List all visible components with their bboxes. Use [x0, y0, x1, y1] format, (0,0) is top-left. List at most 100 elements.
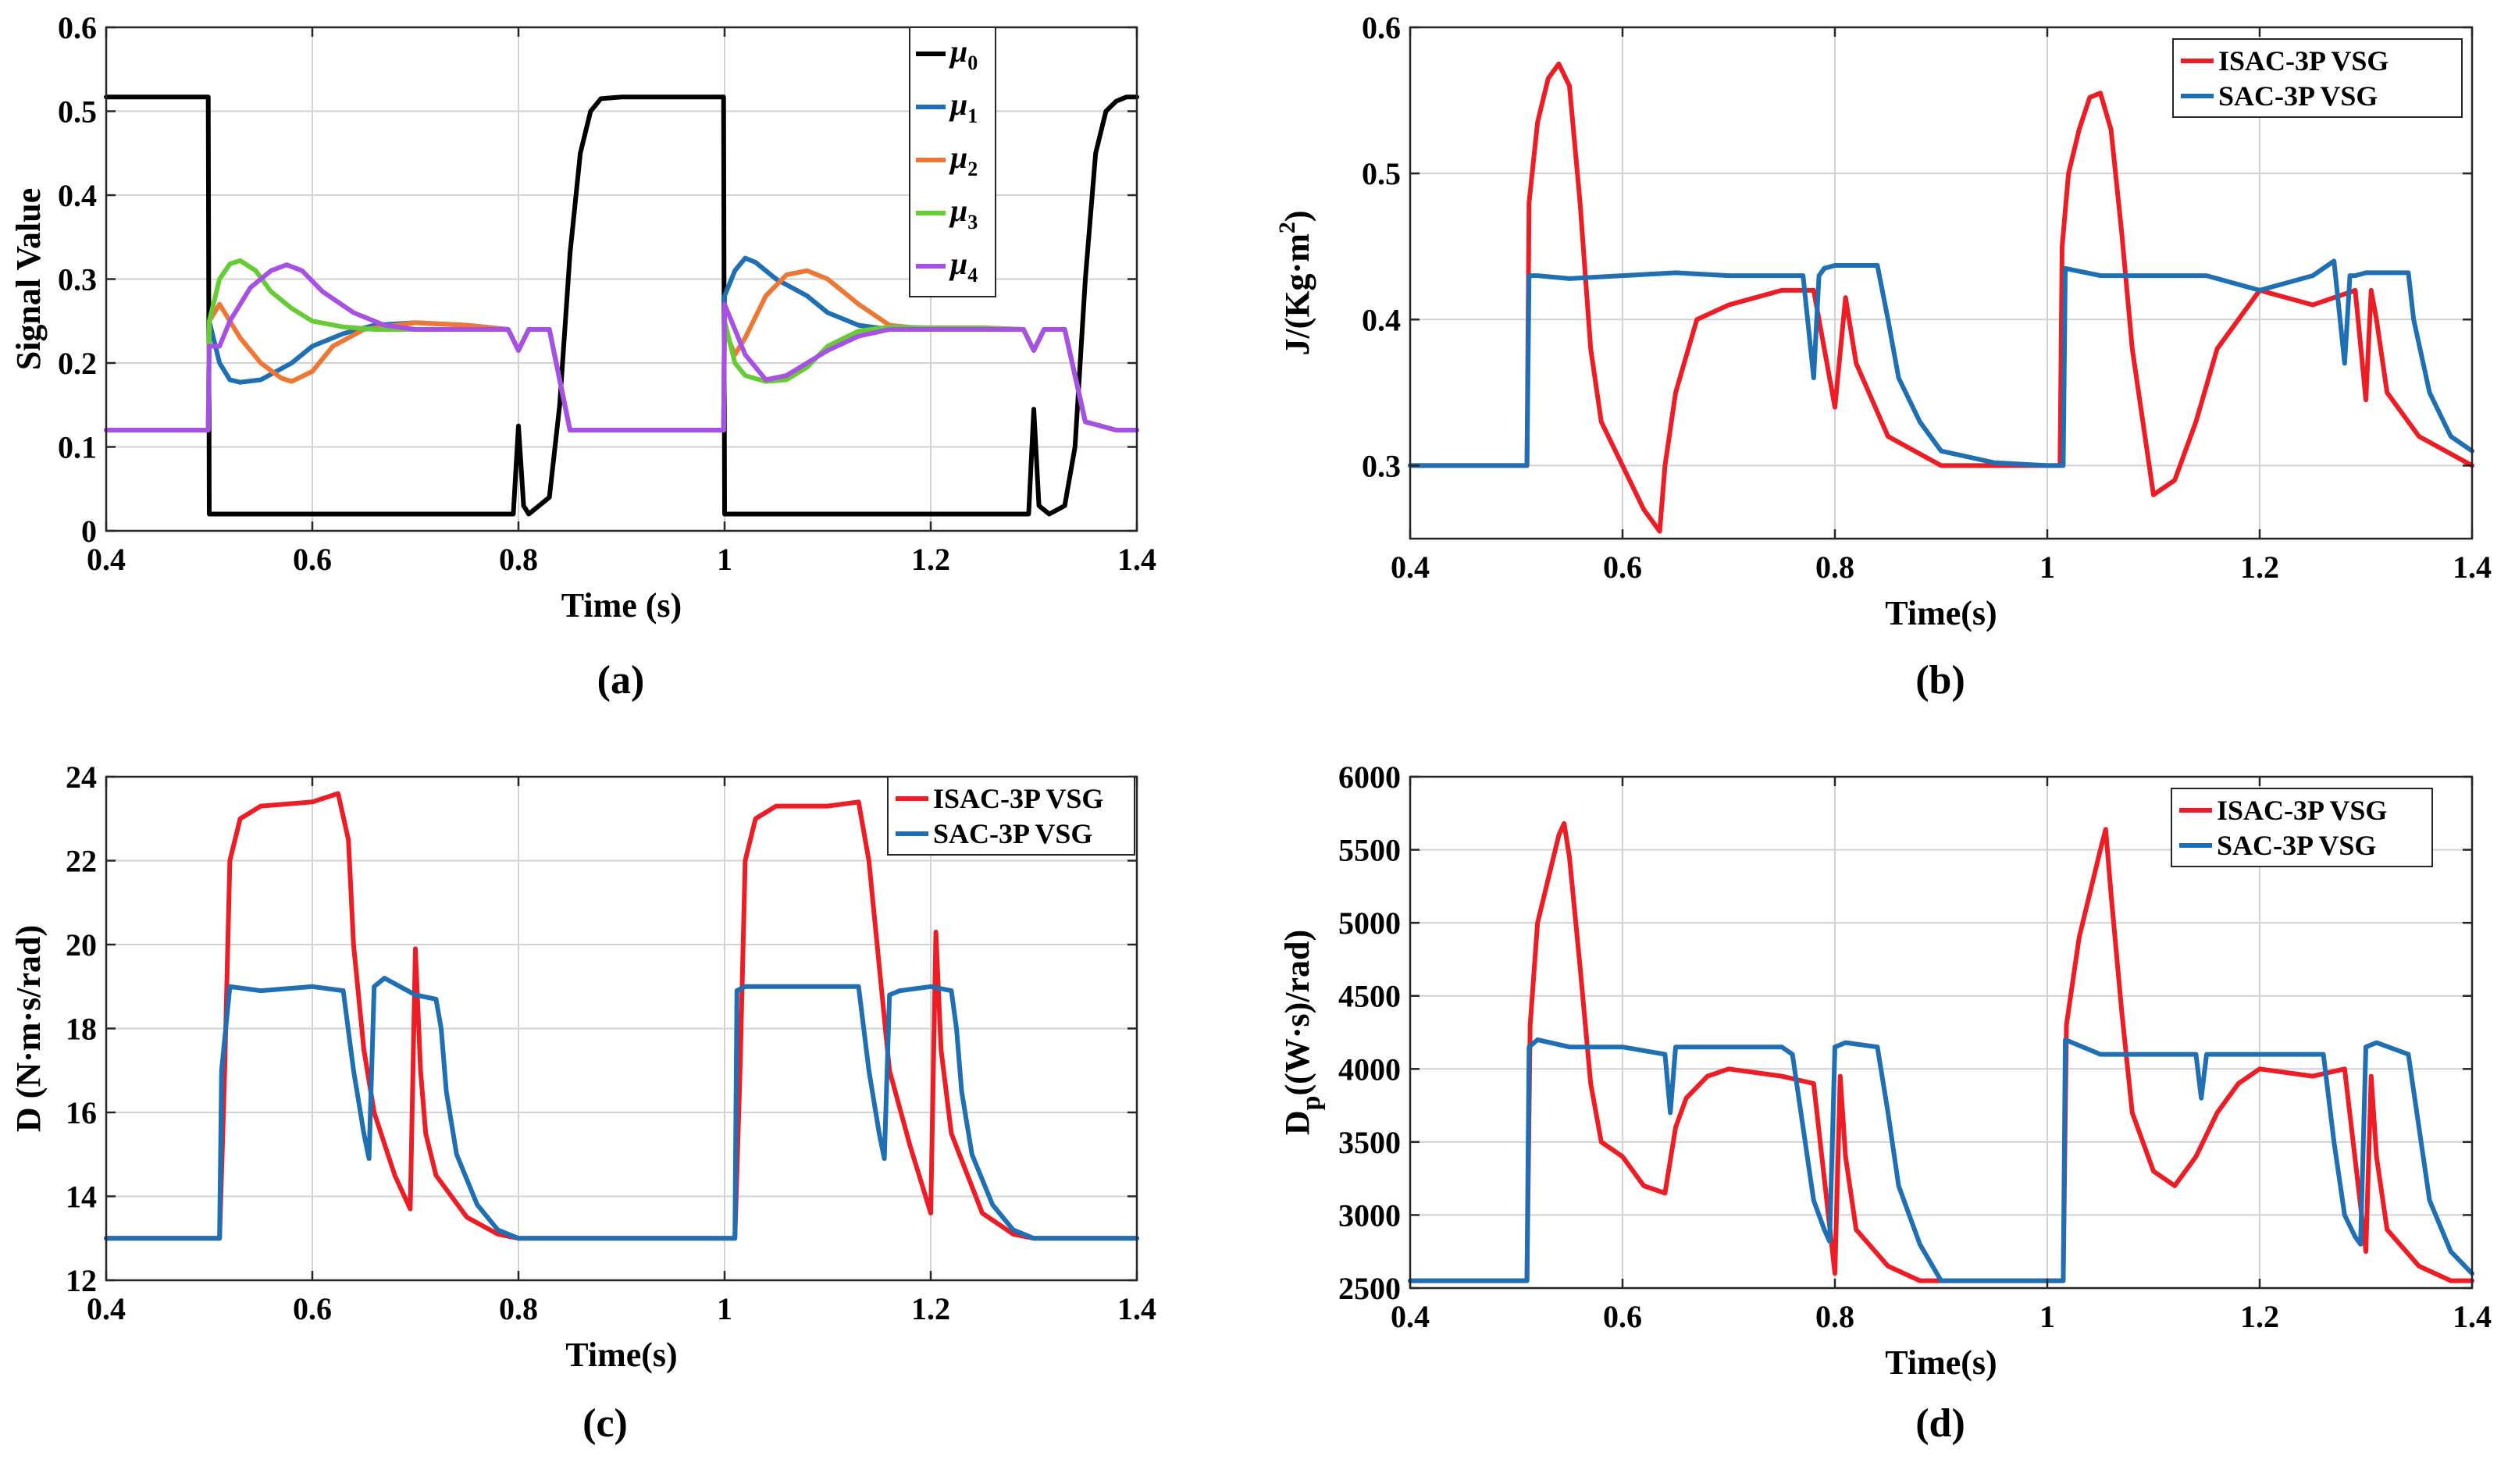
y-tick-label: 0.2	[58, 346, 97, 381]
legend-entry: μ3	[949, 193, 978, 233]
legend-subscript: 2	[967, 158, 978, 180]
legend-subscript: 4	[967, 264, 978, 286]
legend-symbol: μ	[949, 193, 967, 228]
y-tick-label: 14	[66, 1180, 97, 1215]
x-tick-label: 1.4	[1117, 1291, 1156, 1326]
x-tick-label: 1	[717, 542, 732, 577]
series-line-isac-3p	[1408, 820, 2474, 1283]
y-axis-label: Dp((W·s)/rad)	[1278, 930, 1326, 1135]
x-tick-label: 0.8	[1815, 550, 1854, 585]
y-tick-label: 0.3	[1362, 448, 1401, 483]
x-axis-label: Time (s)	[561, 586, 682, 625]
y-tick-label: 0.4	[58, 178, 97, 213]
legend-box	[2172, 38, 2463, 118]
chart-a: 0.4 0.6 0.8 1 1.2 1.4 0 0.1 0.2 0.3 0.4 0.5 0.6 Time …	[9, 10, 1156, 703]
y-axis-label-superscript: 2	[1274, 222, 1300, 233]
y-tick-label: 0.3	[58, 262, 97, 297]
y-tick-label: 0	[81, 514, 97, 549]
x-tick-label: 0.8	[499, 542, 538, 577]
legend-entry: μ2	[949, 140, 978, 180]
x-tick-label: 0.8	[1815, 1299, 1854, 1334]
x-axis-label: Time(s)	[565, 1336, 677, 1374]
y-tick-label: 0.6	[1362, 10, 1401, 45]
x-tick-label: 1.2	[2240, 550, 2279, 585]
legend-entry: SAC-3P VSG	[933, 818, 1092, 849]
chart-d: 0.4 0.6 0.8 1 1.2 1.4 2500 3000 3500 4000 4500 5000…	[1278, 760, 2492, 1446]
x-tick-label: 0.4	[87, 542, 126, 577]
panel-caption: (b)	[1915, 658, 1965, 703]
x-tick-label: 0.6	[293, 542, 332, 577]
x-tick-label: 1.2	[911, 542, 950, 577]
legend-entry: ISAC-3P VSG	[2217, 795, 2387, 826]
x-tick-label: 1	[717, 1291, 732, 1326]
x-tick-label: 0.6	[1603, 1299, 1642, 1334]
y-axis-label: D (N·m·s/rad)	[9, 925, 48, 1132]
x-tick-label: 1.2	[911, 1291, 950, 1326]
panel-caption: (c)	[582, 1401, 628, 1446]
legend: ISAC-3P VSG SAC-3P VSG	[2171, 788, 2433, 867]
series-line-sac-3p	[104, 976, 1139, 1241]
x-axis-label: Time(s)	[1885, 1343, 1997, 1382]
legend-entry: SAC-3P VSG	[2217, 830, 2376, 861]
y-tick-label: 6000	[1338, 760, 1401, 795]
y-tick-label: 24	[66, 760, 97, 795]
legend-symbol: μ	[949, 246, 967, 281]
series-line-sac-3p	[1408, 258, 2474, 468]
x-tick-label: 0.6	[293, 1291, 332, 1326]
y-tick-label: 20	[66, 927, 97, 963]
y-tick-label: 18	[66, 1012, 97, 1047]
x-tick-label: 0.4	[1391, 550, 1430, 585]
y-tick-label: 0.5	[58, 94, 97, 130]
panel-caption: (a)	[597, 658, 645, 703]
y-axis-label-main: J/(Kg·m	[1278, 233, 1316, 355]
x-tick-label: 0.8	[499, 1291, 538, 1326]
chart-b: 0.4 0.6 0.8 1 1.2 1.4 0.3 0.4 0.5 0.6 Time(s) J/(Kg…	[1274, 10, 2492, 703]
y-axis-label-tail: ((W·s)/rad)	[1278, 930, 1316, 1096]
x-tick-label: 1.4	[1117, 542, 1156, 577]
chart-c: 0.4 0.6 0.8 1 1.2 1.4 12 14 16 18 20 22 24 Time(s) D (…	[9, 760, 1156, 1446]
y-axis-label-tail: )	[1278, 210, 1316, 222]
series-line-sac-3p	[1408, 1037, 2474, 1283]
y-tick-label: 0.4	[1362, 302, 1401, 337]
y-tick-label: 0.6	[58, 10, 97, 45]
axes-frame	[1409, 775, 2474, 1290]
y-tick-label: 12	[66, 1263, 97, 1298]
x-tick-label: 1	[2039, 550, 2055, 585]
legend-symbol: μ	[949, 140, 967, 175]
legend-entry: μ1	[949, 87, 978, 127]
y-tick-label: 4500	[1338, 979, 1401, 1014]
legend-subscript: 3	[967, 211, 978, 233]
y-tick-label: 16	[66, 1095, 97, 1130]
series-line-mu0	[104, 94, 1139, 517]
legend: ISAC-3P VSG SAC-3P VSG	[887, 776, 1135, 856]
legend-entry: ISAC-3P VSG	[933, 783, 1103, 814]
y-tick-label: 0.1	[58, 430, 97, 465]
y-axis-label: Signal Value	[9, 188, 48, 371]
y-axis-label-text: D (N·m·s/rad)	[9, 925, 48, 1132]
x-axis-label: Time(s)	[1885, 594, 1997, 632]
axes-frame	[1409, 26, 2474, 540]
legend-symbol: μ	[949, 34, 967, 69]
y-axis-label-text: Signal Value	[9, 188, 48, 371]
x-tick-label: 1.2	[2240, 1299, 2279, 1334]
y-tick-label: 3500	[1338, 1125, 1401, 1160]
y-axis-label: J/(Kg·m2)	[1274, 210, 1316, 355]
y-axis-label-main: D	[1278, 1110, 1316, 1135]
y-tick-label: 2500	[1338, 1271, 1401, 1306]
x-tick-label: 0.6	[1603, 550, 1642, 585]
x-tick-label: 0.4	[1391, 1299, 1430, 1334]
y-tick-label: 22	[66, 844, 97, 879]
x-tick-label: 0.4	[87, 1291, 126, 1326]
legend-symbol: μ	[949, 87, 967, 122]
x-tick-label: 1.4	[2453, 550, 2492, 585]
legend-box	[887, 776, 1135, 856]
x-tick-label: 1.4	[2453, 1299, 2492, 1334]
y-tick-label: 3000	[1338, 1198, 1401, 1233]
legend-subscript: 0	[967, 52, 978, 74]
y-axis-label-subscript: p	[1297, 1095, 1326, 1110]
x-tick-label: 1	[2039, 1299, 2055, 1334]
series-line-mu4	[104, 262, 1139, 432]
